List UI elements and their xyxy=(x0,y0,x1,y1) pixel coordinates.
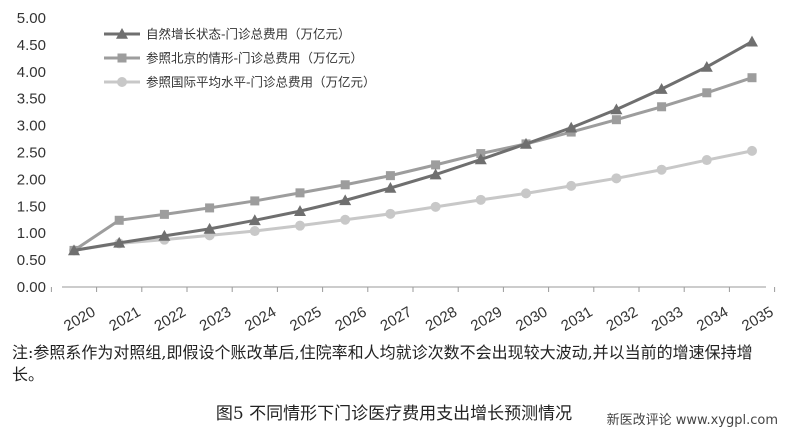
x-tick-label: 2034 xyxy=(694,303,731,334)
x-tick-label: 2031 xyxy=(558,303,595,334)
data-point xyxy=(384,182,397,193)
data-point xyxy=(203,222,216,234)
data-point xyxy=(747,145,757,156)
data-point xyxy=(113,236,126,248)
y-tick-label: 3.00 xyxy=(17,118,46,135)
data-point xyxy=(429,168,442,180)
data-point xyxy=(702,88,712,98)
data-point xyxy=(474,153,487,165)
legend-label: 参照国际平均水平-门诊总费用（万亿元） xyxy=(146,75,376,90)
x-tick-label: 2022 xyxy=(151,303,188,334)
data-point xyxy=(655,83,668,94)
data-point xyxy=(656,164,667,175)
series-layer xyxy=(68,35,758,256)
data-point xyxy=(205,203,215,213)
data-point xyxy=(657,102,667,112)
data-point xyxy=(430,201,441,212)
data-point xyxy=(610,103,623,115)
data-point xyxy=(431,160,441,170)
y-tick-label: 3.50 xyxy=(17,91,46,108)
series-2 xyxy=(69,73,757,255)
y-tick-label: 5.00 xyxy=(17,10,46,27)
data-point xyxy=(340,180,350,190)
data-point xyxy=(475,194,486,205)
y-tick-label: 0.50 xyxy=(17,252,46,269)
series-line xyxy=(73,76,753,252)
data-point xyxy=(385,171,395,181)
x-tick-label: 2025 xyxy=(287,303,324,334)
data-point xyxy=(249,226,260,237)
legend-label: 自然增长状态-门诊总费用（万亿元） xyxy=(146,27,351,42)
figure-caption: 图5 不同情形下门诊医疗费用支出增长预测情况 xyxy=(215,404,573,424)
legend: 自然增长状态-门诊总费用（万亿元） 参照北京的情形-门诊总费用（万亿元） 参照国际平… xyxy=(104,27,376,90)
y-axis: 0.00 0.50 1.00 1.50 2.00 2.50 3.00 3.50 4.00 4.50… xyxy=(17,10,46,296)
x-tick-label: 2026 xyxy=(332,303,369,334)
chart-note: 注:参照系作为对照组,即假设个账改革后,住院率和人均就诊次数不会出现较大波动,并… xyxy=(12,343,753,384)
y-tick-label: 4.00 xyxy=(17,64,46,81)
data-point xyxy=(295,188,305,198)
x-tick-label: 2023 xyxy=(197,303,234,334)
data-point xyxy=(566,180,577,191)
legend-swatch-marker xyxy=(117,53,127,63)
data-point xyxy=(565,121,578,133)
series-line xyxy=(73,149,753,252)
x-tick-label: 2033 xyxy=(649,303,686,334)
x-tick-label: 2021 xyxy=(106,303,143,334)
data-point xyxy=(521,188,531,199)
legend-swatch-marker xyxy=(116,28,128,39)
x-tick-label: 2028 xyxy=(423,303,460,334)
x-tick-label: 2029 xyxy=(468,303,505,334)
x-tick-label: 2030 xyxy=(513,303,550,334)
legend-label: 参照北京的情形-门诊总费用（万亿元） xyxy=(146,51,363,66)
x-axis: 2020 2021 2022 2023 2024 2025 2026 2027 2028 2029… xyxy=(50,286,776,335)
data-point xyxy=(250,196,260,206)
data-point xyxy=(114,215,124,225)
forecast-line-chart: 0.00 0.50 1.00 1.50 2.00 2.50 3.00 3.50 4.00 4.50… xyxy=(17,10,777,335)
series-1 xyxy=(68,35,758,256)
y-tick-label: 4.50 xyxy=(17,37,46,54)
x-tick-label: 2024 xyxy=(242,303,279,334)
data-point xyxy=(611,115,621,125)
y-tick-label: 2.50 xyxy=(17,145,46,162)
data-point xyxy=(68,244,80,256)
y-tick-label: 2.00 xyxy=(17,171,46,188)
data-point xyxy=(339,194,352,206)
y-tick-label: 1.50 xyxy=(17,198,46,215)
x-tick-label: 2027 xyxy=(377,303,414,334)
data-point xyxy=(701,155,712,166)
data-point xyxy=(385,208,396,219)
data-point xyxy=(248,214,261,226)
data-point xyxy=(746,35,758,47)
data-point xyxy=(611,173,622,184)
data-point xyxy=(340,214,351,225)
series-line xyxy=(73,40,753,252)
x-tick-label: 2020 xyxy=(61,303,98,334)
watermark: 新医改评论 www.xygpl.com xyxy=(602,408,782,429)
data-point xyxy=(747,73,757,83)
y-tick-label: 0.00 xyxy=(17,279,46,296)
y-tick-label: 1.00 xyxy=(17,225,46,242)
data-point xyxy=(159,209,169,219)
data-point xyxy=(295,220,305,231)
x-tick-label: 2035 xyxy=(739,303,776,334)
data-point xyxy=(158,229,171,241)
data-point xyxy=(294,205,306,216)
data-point xyxy=(520,137,532,149)
data-point xyxy=(700,60,713,72)
x-tick-label: 2032 xyxy=(603,303,640,334)
legend-swatch-marker xyxy=(117,77,127,87)
series-3 xyxy=(69,145,757,256)
